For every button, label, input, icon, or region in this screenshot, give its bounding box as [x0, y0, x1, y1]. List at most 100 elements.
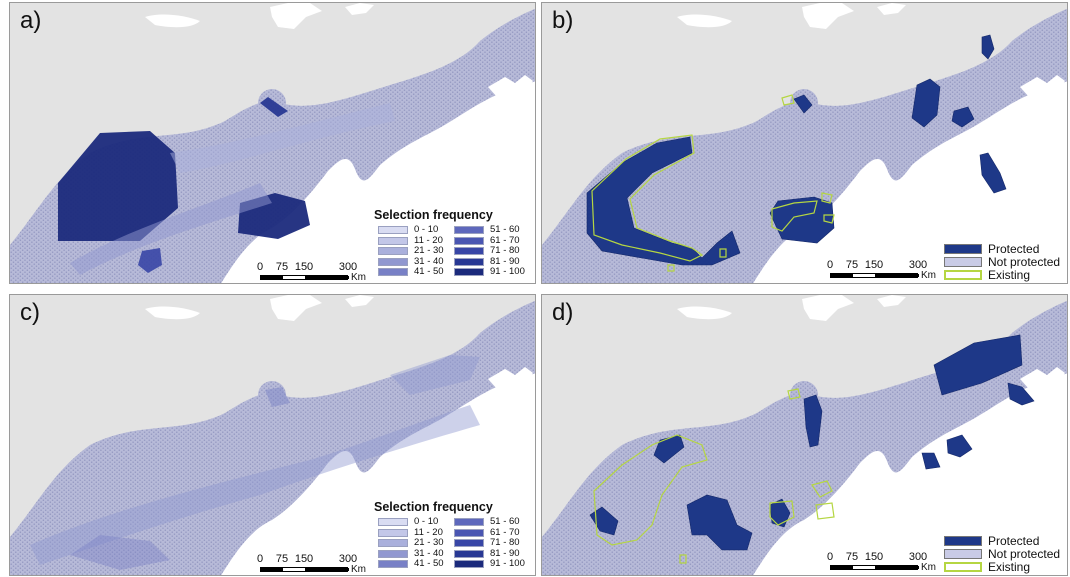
- legend-item: 51 - 60: [454, 225, 529, 236]
- existing-area: [771, 200, 818, 232]
- status-legend: Protected Not protected Existing: [944, 534, 1067, 574]
- protected-area: [653, 434, 685, 464]
- island: [877, 3, 906, 15]
- legend-item: 61 - 70: [454, 235, 529, 247]
- frequency-area: [70, 535, 170, 570]
- island: [145, 306, 200, 320]
- scale-unit: Km: [351, 272, 366, 283]
- scale-unit: Km: [921, 562, 936, 573]
- existing-area: [593, 434, 708, 546]
- island: [270, 295, 322, 321]
- scale-tick: 75: [845, 259, 859, 271]
- frequency-area: [265, 387, 290, 407]
- legend-item: 0 - 10: [378, 225, 453, 236]
- island: [802, 3, 854, 29]
- scale-tick: 150: [864, 551, 884, 563]
- legend-item: 81 - 90: [454, 256, 529, 268]
- protected-area: [981, 34, 995, 60]
- island: [270, 3, 322, 29]
- planning-grid: [258, 381, 286, 409]
- existing-area: [811, 480, 833, 498]
- protected-area: [586, 136, 741, 266]
- panel-label-b: b): [552, 7, 574, 34]
- scale-tick: 0: [826, 259, 834, 271]
- legend-item: 21 - 30: [378, 246, 453, 257]
- legend-item: 41 - 50: [378, 267, 453, 278]
- frequency-area: [30, 405, 480, 565]
- white-area: [488, 75, 533, 98]
- legend-item: 81 - 90: [454, 548, 529, 560]
- island: [677, 14, 732, 28]
- panel-label-d: d): [552, 299, 574, 326]
- scale-tick: 150: [294, 261, 314, 273]
- legend-item-protected: Protected: [944, 242, 1067, 256]
- scale-tick: 0: [256, 553, 264, 565]
- protected-area: [793, 94, 813, 114]
- frequency-legend-title: Selection frequency: [374, 500, 493, 514]
- island: [877, 295, 906, 307]
- white-area: [1020, 367, 1065, 390]
- frequency-area: [70, 183, 272, 275]
- scale-tick: 0: [826, 551, 834, 563]
- white-area: [488, 367, 533, 390]
- protected-area: [911, 78, 941, 128]
- scale-unit: Km: [921, 270, 936, 281]
- map-a: [10, 3, 535, 283]
- scale-tick: 75: [845, 551, 859, 563]
- panel-label-c: c): [20, 299, 40, 326]
- frequency-area: [390, 355, 480, 395]
- legend-item: 41 - 50: [378, 559, 453, 570]
- frequency-area: [260, 97, 288, 117]
- protected-area: [933, 334, 1023, 396]
- map-panel-d: d) Protected Not protected Existing 0 75…: [541, 294, 1068, 576]
- frequency-legend: Selection frequency 0 - 10 11 - 20 21 - …: [374, 208, 525, 283]
- scale-tick: 75: [275, 261, 289, 273]
- legend-item-protected: Protected: [944, 534, 1067, 548]
- legend-item-existing: Existing: [944, 560, 1067, 574]
- legend-item: 31 - 40: [378, 256, 453, 268]
- legend-item: 0 - 10: [378, 517, 453, 528]
- existing-area: [787, 388, 801, 400]
- protected-area: [803, 394, 823, 448]
- protected-area: [686, 494, 753, 551]
- protected-area: [946, 434, 973, 458]
- map-panel-a: a) Selection frequency 0 - 10 11 - 20 21…: [9, 2, 536, 284]
- existing-area: [769, 500, 795, 526]
- scale-tick: 150: [864, 259, 884, 271]
- island: [677, 306, 732, 320]
- map-panel-b: b) Protected Not protected Existing 0 75…: [541, 2, 1068, 284]
- existing-area: [679, 554, 687, 564]
- frequency-legend: Selection frequency 0 - 10 11 - 20 21 - …: [374, 500, 525, 575]
- legend-item: 11 - 20: [378, 527, 453, 539]
- existing-area: [821, 192, 833, 204]
- protected-area: [589, 506, 619, 536]
- scale-bar: 0 75 150 300 Km: [826, 259, 940, 283]
- scale-bar: 0 75 150 300 Km: [256, 261, 370, 283]
- legend-item-existing: Existing: [944, 268, 1067, 282]
- scale-tick: 300: [908, 259, 928, 271]
- protected-area: [921, 452, 941, 470]
- map-d: [542, 295, 1067, 575]
- scale-tick: 300: [908, 551, 928, 563]
- legend-item: 11 - 20: [378, 235, 453, 247]
- scale-bar: 0 75 150 300 Km: [826, 551, 940, 575]
- scale-tick: 300: [338, 261, 358, 273]
- legend-item: 71 - 80: [454, 538, 529, 549]
- island: [145, 14, 200, 28]
- status-legend: Protected Not protected Existing: [944, 242, 1067, 282]
- scale-tick: 0: [256, 261, 264, 273]
- existing-area: [815, 502, 835, 520]
- frequency-legend-title: Selection frequency: [374, 208, 493, 222]
- scale-bar: 0 75 150 300 Km: [256, 553, 370, 575]
- frequency-area: [138, 248, 162, 273]
- frequency-area: [58, 131, 178, 241]
- legend-item: 61 - 70: [454, 527, 529, 539]
- legend-item-not-protected: Not protected: [944, 547, 1067, 561]
- map-b: [542, 3, 1067, 283]
- protected-area: [979, 152, 1007, 194]
- legend-item: 31 - 40: [378, 548, 453, 560]
- island: [802, 295, 854, 321]
- legend-item: 71 - 80: [454, 246, 529, 257]
- panel-label-a: a): [20, 7, 42, 34]
- existing-area: [823, 214, 835, 224]
